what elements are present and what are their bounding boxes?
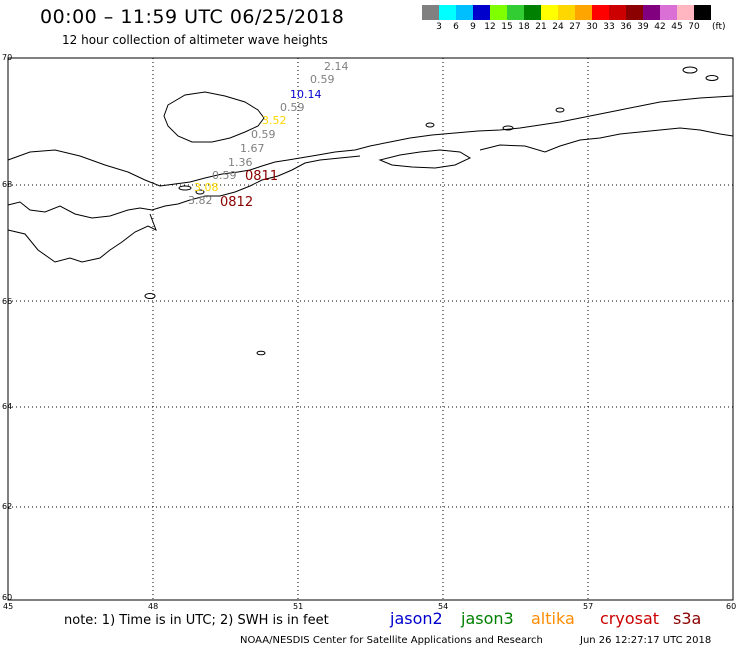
wave-height-label: 3.52: [262, 114, 287, 127]
color-scale-tick: 33: [603, 22, 615, 32]
lon-label-48: 48: [148, 602, 158, 611]
color-swatch: [490, 5, 507, 20]
lat-label-70: 70: [2, 53, 12, 62]
graticule: [8, 58, 733, 600]
lat-label-68: 68: [2, 180, 12, 189]
color-scale-tick: 9: [470, 22, 476, 32]
legend-item-jason3: jason3: [461, 609, 514, 628]
color-swatch: [439, 5, 456, 20]
color-scale-ticks: 3 6 9 12 15 18 21 24 27 30 33 36 39 42 45 70: [422, 20, 711, 32]
pass-time-labels: 0811 0812: [220, 169, 278, 210]
legend-item-jason2: jason2: [390, 609, 443, 628]
color-scale-unit: (ft): [712, 22, 726, 32]
wave-height-label: 2.14: [324, 60, 349, 73]
color-swatch: [660, 5, 677, 20]
wave-height-label: 10.14: [290, 88, 322, 101]
color-swatch: [643, 5, 660, 20]
color-scale-tick: 70: [688, 22, 700, 32]
legend-item-cryosat: cryosat: [600, 609, 660, 628]
wave-height-label: 1.36: [228, 156, 253, 169]
wave-height-label: 0.59: [310, 73, 335, 86]
color-scale-tick: 39: [637, 22, 649, 32]
color-swatch: [626, 5, 643, 20]
color-scale-legend: 3 6 9 12 15 18 21 24 27 30 33 36 39 42 45 70 (ft): [422, 5, 726, 32]
coastlines: [7, 66, 734, 356]
legend-item-altika: altika: [531, 609, 575, 628]
lat-label-60: 60: [2, 593, 12, 602]
wave-height-labels: 2.14 0.59 10.14 0.59 3.52 0.59 1.67 1.36…: [188, 60, 349, 207]
map-title: 00:00 – 11:59 UTC 06/25/2018: [40, 6, 345, 28]
lat-label-66: 66: [2, 297, 12, 306]
color-swatch: [575, 5, 592, 20]
axis-labels: 70 68 66 64 62 60 45 48 51 54 57 60: [2, 53, 736, 611]
color-swatch: [507, 5, 524, 20]
color-swatch: [456, 5, 473, 20]
color-scale-tick: 42: [654, 22, 666, 32]
color-scale-tick: 36: [620, 22, 632, 32]
wave-height-label: 0.59: [280, 101, 305, 114]
color-scale-tick: 21: [535, 22, 547, 32]
lat-label-62: 62: [2, 502, 12, 511]
color-scale-tick: 15: [501, 22, 513, 32]
wave-height-label: 0.59: [212, 169, 237, 182]
color-scale-swatches: [422, 5, 711, 20]
map-frame: [7, 57, 734, 601]
lon-label-51: 51: [293, 602, 303, 611]
color-scale-tick: 24: [552, 22, 564, 32]
footer-note: note: 1) Time is in UTC; 2) SWH is in fe…: [64, 613, 329, 628]
wave-height-label: 3.08: [194, 181, 219, 194]
color-scale-tick: 6: [453, 22, 459, 32]
color-scale-tick: 27: [569, 22, 581, 32]
color-swatch: [473, 5, 490, 20]
pass-time-label: 0812: [220, 195, 253, 210]
wave-height-label: 3.82: [188, 194, 213, 207]
color-swatch: [592, 5, 609, 20]
color-scale-tick: 45: [671, 22, 683, 32]
color-swatch: [541, 5, 558, 20]
pass-time-label: 0811: [245, 169, 278, 184]
lon-label-54: 54: [438, 602, 448, 611]
lon-label-57: 57: [583, 602, 593, 611]
lat-label-64: 64: [2, 402, 12, 411]
generation-timestamp: Jun 26 12:27:17 UTC 2018: [580, 635, 712, 646]
color-scale-tick: 3: [436, 22, 442, 32]
wave-height-label: 1.67: [240, 142, 265, 155]
color-swatch: [677, 5, 694, 20]
map-subtitle: 12 hour collection of altimeter wave hei…: [62, 33, 328, 47]
wave-height-label: 0.59: [251, 128, 276, 141]
color-scale-tick: 12: [484, 22, 496, 32]
color-swatch: [609, 5, 626, 20]
color-swatch: [524, 5, 541, 20]
color-swatch: [422, 5, 439, 20]
color-scale-tick: 18: [518, 22, 530, 32]
color-swatch: [558, 5, 575, 20]
color-swatch: [694, 5, 711, 20]
credit-text: NOAA/NESDIS Center for Satellite Applica…: [240, 635, 543, 646]
lon-label-60: 60: [726, 602, 736, 611]
legend-item-s3a: s3a: [673, 609, 702, 628]
color-scale-tick: 30: [586, 22, 598, 32]
lon-label-45: 45: [3, 602, 13, 611]
